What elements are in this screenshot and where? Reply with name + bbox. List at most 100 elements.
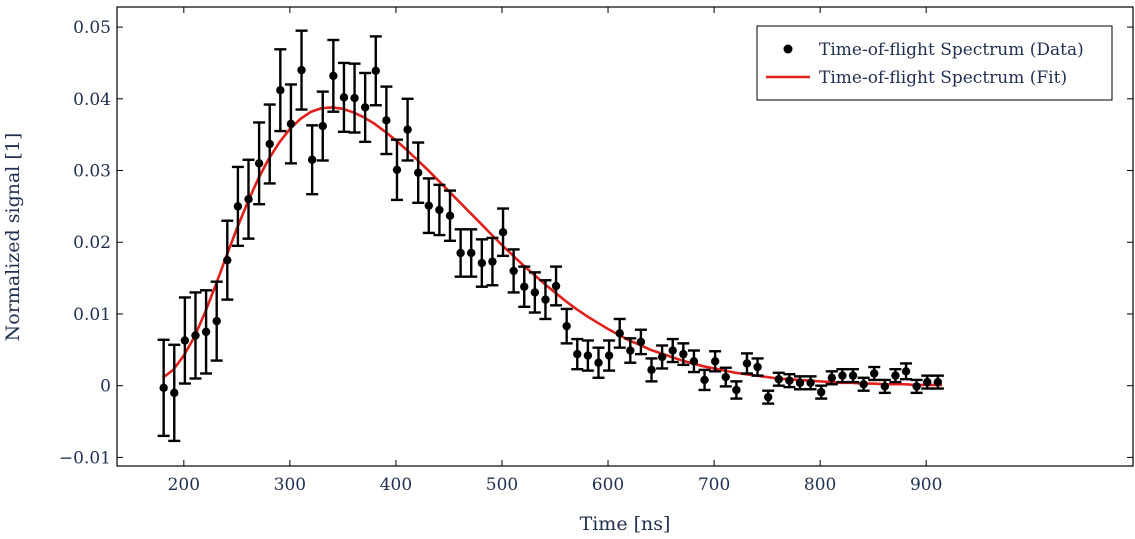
data-marker: [583, 351, 593, 360]
y-tick-label: 0.01: [73, 305, 111, 325]
data-point: [740, 352, 753, 375]
data-point: [274, 48, 287, 133]
data-point: [497, 207, 510, 258]
data-marker: [276, 85, 285, 95]
data-marker: [212, 316, 221, 326]
data-marker: [297, 65, 306, 75]
data-marker: [180, 336, 190, 345]
data-point: [242, 158, 255, 240]
data-point: [178, 296, 191, 385]
x-tick-label: 200: [168, 475, 200, 495]
data-point: [868, 365, 881, 382]
data-marker: [170, 388, 179, 398]
data-point: [793, 375, 806, 391]
data-point: [836, 367, 849, 384]
data-point: [581, 339, 594, 372]
data-marker: [424, 201, 433, 210]
data-point: [507, 248, 520, 294]
data-point: [825, 370, 838, 386]
data-marker: [636, 337, 646, 347]
x-tick-label: 500: [486, 475, 518, 495]
data-point: [709, 350, 722, 373]
data-point: [931, 374, 944, 390]
data-marker: [594, 358, 603, 367]
plot-frame: [116, 6, 1134, 467]
data-point: [560, 307, 573, 345]
data-point: [730, 380, 743, 400]
data-marker: [880, 382, 890, 391]
data-point: [900, 362, 913, 381]
data-point: [518, 265, 531, 308]
data-marker: [562, 321, 571, 331]
data-point: [889, 367, 902, 384]
data-point: [592, 346, 605, 379]
x-tick-label: 300: [274, 475, 306, 495]
data-marker: [933, 377, 943, 387]
data-point: [910, 378, 923, 395]
x-tick-label: 800: [804, 475, 836, 495]
data-marker: [838, 371, 847, 380]
data-point: [465, 228, 478, 278]
data-point: [253, 121, 266, 206]
x-tick-label: 900: [910, 475, 942, 495]
data-point: [295, 29, 308, 111]
x-tick-label: 700: [698, 475, 730, 495]
data-marker: [318, 121, 327, 131]
data-point: [762, 389, 775, 405]
data-point: [444, 189, 457, 243]
data-marker: [350, 93, 359, 103]
data-point: [401, 97, 414, 162]
data-marker: [329, 71, 338, 81]
data-marker: [307, 155, 317, 164]
data-point: [168, 343, 181, 443]
x-tick-label: 600: [592, 475, 624, 495]
legend: Time-of-flight Spectrum (Data) Time-of-f…: [756, 25, 1113, 101]
data-point: [783, 373, 796, 389]
data-point: [751, 357, 764, 377]
data-marker: [657, 352, 667, 362]
x-tick-label: 400: [380, 475, 412, 495]
data-marker: [870, 369, 879, 378]
data-point: [221, 219, 234, 301]
data-marker: [710, 357, 720, 366]
data-marker: [541, 295, 550, 304]
data-point: [454, 228, 467, 278]
data-marker: [668, 346, 677, 355]
data-marker: [859, 380, 868, 389]
data-marker: [817, 387, 826, 397]
data-marker: [445, 211, 455, 220]
data-point: [804, 375, 817, 391]
data-point: [412, 141, 425, 204]
data-marker: [233, 202, 243, 211]
data-point: [624, 337, 637, 364]
data-point: [284, 83, 297, 165]
y-tick-label: −0.01: [59, 448, 111, 468]
data-marker: [647, 365, 656, 375]
data-point: [719, 366, 732, 388]
data-point: [380, 85, 393, 156]
data-marker: [339, 93, 349, 102]
data-marker: [403, 125, 412, 134]
data-marker: [700, 375, 709, 385]
legend-box: [756, 25, 1113, 101]
data-marker: [201, 327, 211, 337]
data-point: [878, 378, 891, 395]
data-marker: [286, 119, 296, 129]
y-axis-label: Normalized signal [1]: [2, 133, 24, 342]
data-marker: [254, 159, 264, 168]
data-point: [422, 177, 435, 235]
data-point: [348, 62, 361, 134]
data-point: [634, 328, 647, 356]
data-point: [337, 61, 350, 133]
data-point: [327, 38, 340, 113]
data-point: [677, 342, 690, 367]
data-marker: [923, 377, 932, 387]
data-point: [316, 90, 329, 162]
data-point: [645, 357, 658, 383]
data-point: [613, 317, 626, 349]
legend-data-label: Time-of-flight Spectrum (Data): [819, 40, 1084, 60]
data-marker: [159, 383, 168, 393]
data-marker: [806, 378, 815, 388]
data-marker: [912, 382, 921, 391]
